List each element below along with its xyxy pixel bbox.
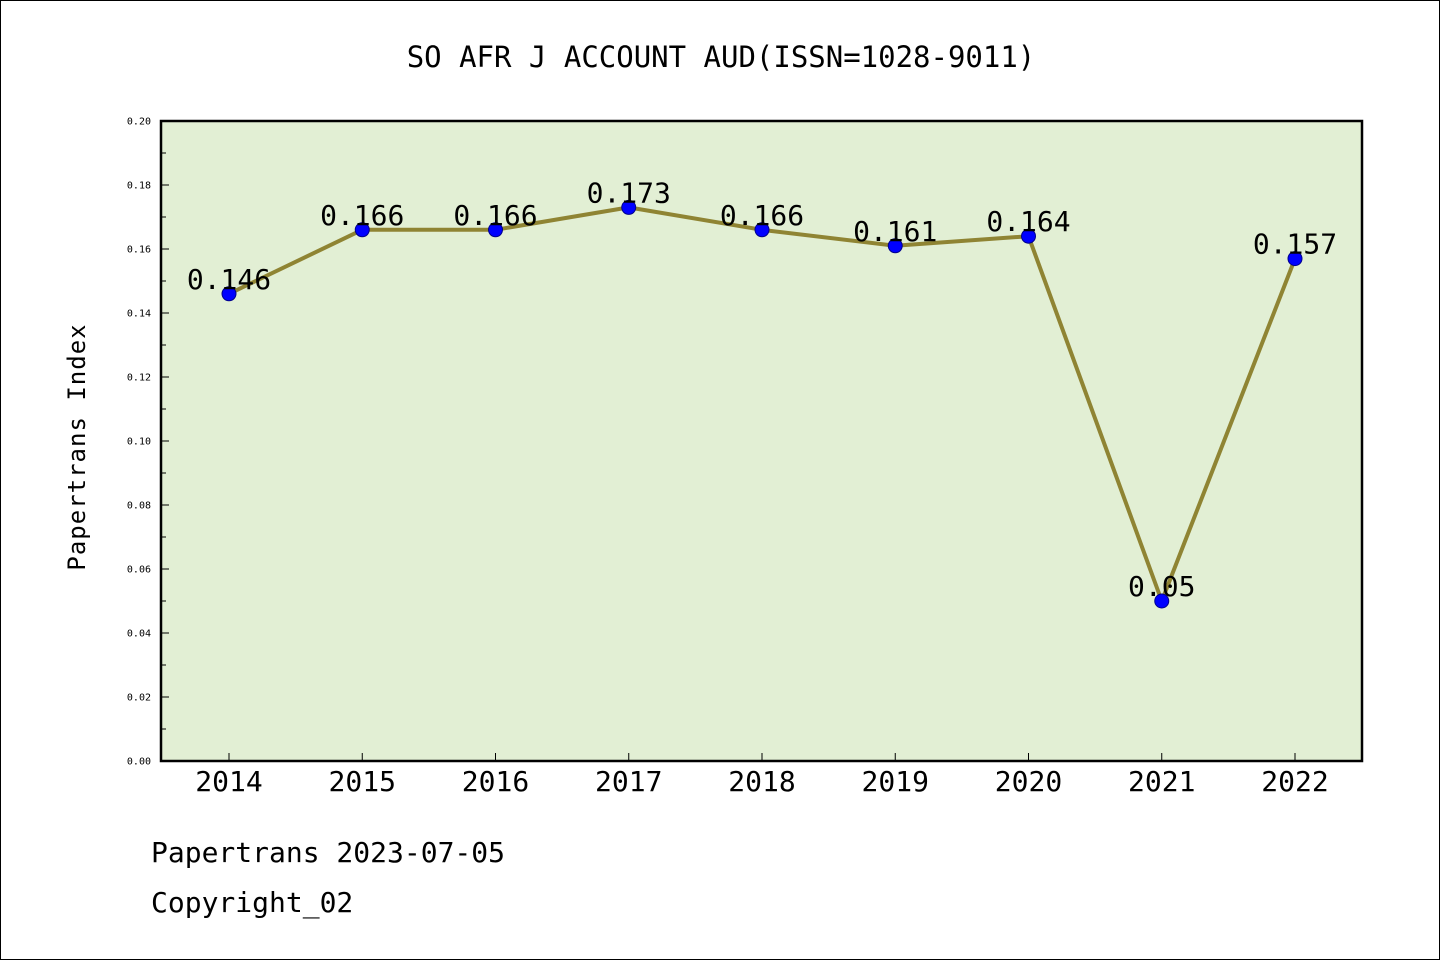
data-point-marker xyxy=(221,286,237,302)
x-tick-label: 2022 xyxy=(1261,765,1328,798)
x-tick-label: 2017 xyxy=(595,765,662,798)
y-tick-label: 0.08 xyxy=(127,501,151,512)
data-label: 0.164 xyxy=(986,205,1070,238)
x-tick-label: 2014 xyxy=(195,765,262,798)
footer-date-text: Papertrans 2023-07-05 xyxy=(151,836,506,869)
y-tick-label: 0.02 xyxy=(127,693,151,704)
plot-layer: SO AFR J ACCOUNT AUD(ISSN=1028-9011) Pape… xyxy=(63,40,1364,798)
x-tick-label: 2019 xyxy=(862,765,929,798)
data-point-marker xyxy=(488,222,503,238)
data-label: 0.166 xyxy=(453,199,537,232)
y-tick-label: 0.00 xyxy=(127,757,151,768)
y-tick-label: 0.06 xyxy=(127,565,151,576)
y-tick-label: 0.12 xyxy=(127,373,151,384)
y-tick-label: 0.10 xyxy=(127,437,151,448)
data-label: 0.157 xyxy=(1253,228,1337,261)
x-tick-label: 2015 xyxy=(329,765,396,798)
data-point-marker xyxy=(754,222,770,238)
footer-copyright-text: Copyright_02 xyxy=(151,886,354,919)
data-point-marker xyxy=(1287,251,1303,267)
y-tick-label: 0.14 xyxy=(127,309,151,320)
data-point-marker xyxy=(621,199,637,215)
data-label: 0.161 xyxy=(853,215,937,248)
y-axis-label: Papertrans Index xyxy=(63,323,91,570)
x-tick-label: 2020 xyxy=(995,765,1062,798)
data-point-marker xyxy=(354,222,370,238)
data-point-marker xyxy=(1021,228,1036,244)
x-tick-label: 2021 xyxy=(1128,765,1195,798)
y-tick-label: 0.18 xyxy=(127,181,151,192)
data-label: 0.166 xyxy=(720,199,804,232)
chart-title: SO AFR J ACCOUNT AUD(ISSN=1028-9011) xyxy=(407,40,1036,74)
y-tick-label: 0.16 xyxy=(127,245,151,256)
x-tick-label: 2016 xyxy=(462,765,529,798)
data-label: 0.166 xyxy=(320,199,404,232)
data-label: 0.05 xyxy=(1128,570,1195,603)
y-tick-label: 0.20 xyxy=(127,117,151,128)
data-point-marker xyxy=(887,238,903,254)
data-point-marker xyxy=(1154,593,1170,609)
x-tick-label: 2018 xyxy=(728,765,795,798)
y-tick-label: 0.04 xyxy=(127,629,151,640)
plot-frame xyxy=(159,119,1364,763)
data-label: 0.146 xyxy=(187,263,271,296)
data-label: 0.173 xyxy=(587,176,671,209)
